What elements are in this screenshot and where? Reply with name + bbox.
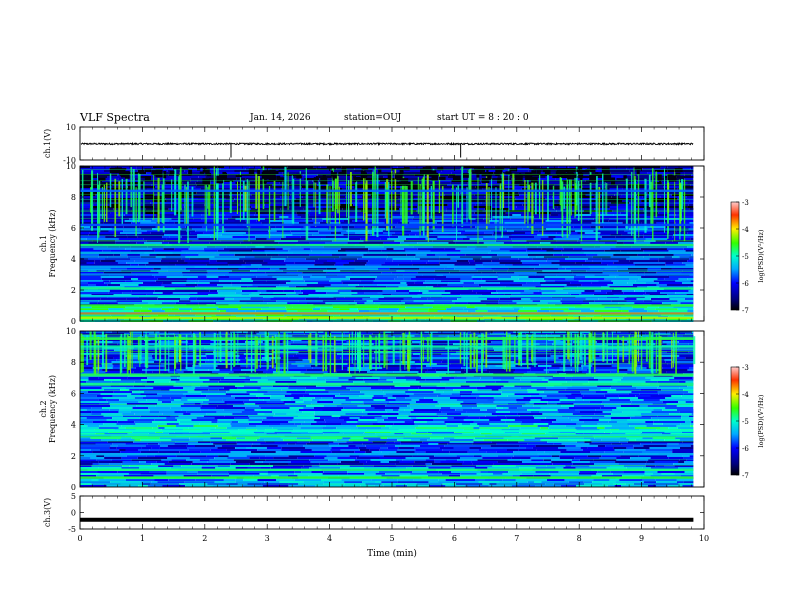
recording-date: Jan. 14, 2026: [250, 113, 311, 123]
y-tick-label: 4: [71, 255, 76, 264]
start-time-label: start UT = 8 : 20 : 0: [437, 113, 529, 123]
ch3-voltage-trace: [80, 517, 694, 522]
y-tick-label: 0: [71, 509, 76, 518]
y-axis-label: ch.3(V): [43, 498, 52, 527]
y-tick-label: 6: [71, 389, 76, 398]
colorbar-label: log(PSD)(V²/Hz): [757, 394, 765, 447]
frequency-band: [80, 468, 694, 471]
y-axis-label: ch.1(V): [43, 129, 52, 158]
y-axis-label: Frequency (kHz): [48, 209, 57, 277]
y-tick-label: 8: [71, 193, 76, 202]
y-tick-label: 10: [66, 162, 76, 171]
station-label: station=OUJ: [344, 113, 402, 123]
y-axis-label: Frequency (kHz): [48, 375, 57, 443]
colorbar-tick-label: -6: [742, 445, 749, 453]
frequency-band: [80, 273, 694, 276]
x-tick-label: 9: [639, 534, 644, 543]
chart-title: VLF Spectra: [80, 111, 150, 124]
y-tick-label: -5: [68, 525, 76, 534]
spectrogram-cells-ch2: [80, 331, 696, 487]
frequency-band: [80, 434, 694, 437]
y-tick-label: 0: [71, 483, 76, 492]
frequency-band: [80, 316, 694, 320]
frequency-band: [80, 453, 694, 456]
x-tick-label: 8: [577, 534, 582, 543]
y-tick-label: 0: [71, 317, 76, 326]
colorbar-tick-label: -4: [742, 226, 749, 234]
x-tick-label: 6: [452, 534, 457, 543]
ch1-voltage-trace: [80, 141, 694, 147]
x-tick-label: 7: [514, 534, 519, 543]
colorbar-tick-label: -6: [742, 280, 749, 288]
spectrogram-cells-ch1: [80, 166, 694, 322]
y-tick-label: 10: [66, 327, 76, 336]
y-tick-label: 4: [71, 421, 76, 430]
x-tick-label: 5: [389, 534, 394, 543]
x-tick-label: 0: [77, 534, 82, 543]
colorbar-tick-label: -5: [742, 253, 749, 261]
colorbar-tick-label: -4: [742, 391, 749, 399]
frequency-band: [80, 295, 694, 298]
x-tick-label: 3: [265, 534, 270, 543]
frequency-band: [80, 476, 694, 479]
frequency-band: [80, 243, 694, 247]
frequency-band: [80, 304, 694, 307]
y-tick-label: 10: [66, 123, 76, 132]
frequency-band: [80, 189, 694, 192]
colorbar-label: log(PSD)(V²/Hz): [757, 229, 765, 282]
y-tick-label: 6: [71, 224, 76, 233]
colorbar-tick-label: -5: [742, 418, 749, 426]
y-tick-label: 5: [71, 492, 76, 501]
colorbar-tick-label: -7: [742, 307, 749, 315]
x-tick-label: 2: [202, 534, 207, 543]
colorbar-tick-label: -7: [742, 472, 749, 480]
y-tick-label: 2: [71, 286, 76, 295]
y-tick-label: 2: [71, 452, 76, 461]
frequency-band: [80, 223, 694, 227]
frequency-band: [80, 265, 694, 268]
colorbar-tick-label: -3: [742, 364, 749, 372]
frequency-band: [80, 287, 694, 290]
x-axis-label: Time (min): [367, 548, 417, 559]
frequency-band: [80, 429, 694, 432]
y-tick-label: 8: [71, 358, 76, 367]
x-tick-label: 10: [699, 534, 709, 543]
x-tick-label: 1: [140, 534, 145, 543]
y-tick-label: -10: [63, 156, 76, 165]
frequency-band: [80, 312, 694, 315]
y-axis-label: ch.2: [39, 400, 48, 417]
frequency-band: [80, 373, 694, 376]
frequency-band: [80, 251, 694, 254]
frequency-band: [80, 345, 694, 348]
colorbar-tick-label: -3: [742, 199, 749, 207]
x-tick-label: 4: [327, 534, 332, 543]
y-axis-label: ch.1: [39, 235, 48, 252]
